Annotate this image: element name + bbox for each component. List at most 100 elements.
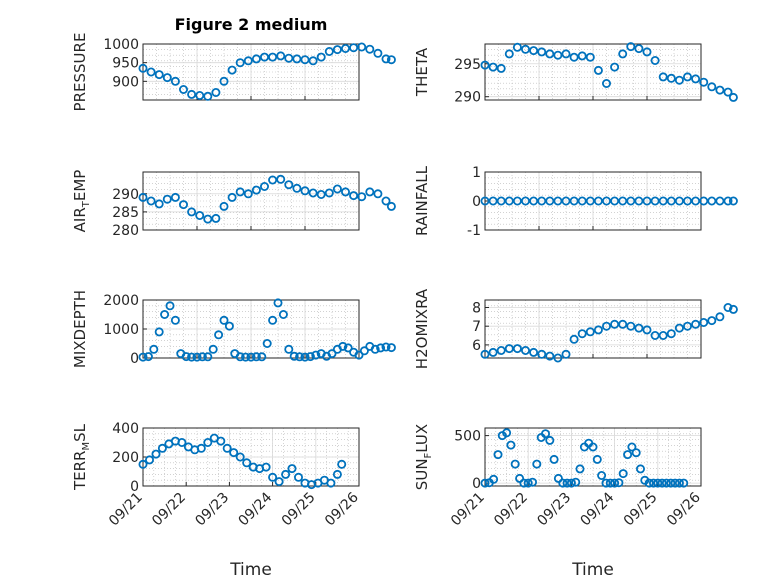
data-point bbox=[338, 341, 348, 351]
data-point bbox=[365, 187, 375, 197]
data-point bbox=[349, 43, 359, 53]
data-point bbox=[144, 455, 154, 465]
data-point bbox=[585, 327, 595, 337]
y-axis-label: H2OMIXRA bbox=[413, 288, 431, 369]
data-point bbox=[602, 79, 612, 89]
data-point bbox=[480, 349, 490, 359]
y-axis-label: SUNFLUX bbox=[413, 424, 434, 490]
data-point bbox=[537, 349, 547, 359]
data-point bbox=[634, 44, 644, 54]
data-point bbox=[259, 181, 269, 191]
data-point bbox=[679, 478, 689, 488]
axes-box bbox=[484, 427, 702, 487]
data-point bbox=[674, 478, 684, 488]
series-markers bbox=[480, 42, 738, 102]
data-point bbox=[219, 201, 229, 211]
data-point bbox=[558, 478, 568, 488]
data-point bbox=[650, 330, 660, 340]
data-point bbox=[138, 459, 148, 469]
y-tick-label: 400 bbox=[112, 421, 139, 437]
data-point bbox=[295, 352, 305, 362]
data-point bbox=[593, 65, 603, 75]
data-point bbox=[214, 330, 224, 340]
x-tick-label: 09/23 bbox=[192, 490, 232, 530]
data-point bbox=[642, 325, 652, 335]
data-point bbox=[170, 76, 180, 86]
series-markers bbox=[138, 42, 396, 101]
data-point bbox=[480, 60, 490, 70]
data-point bbox=[154, 70, 164, 80]
data-point bbox=[561, 49, 571, 59]
data-point bbox=[577, 329, 587, 339]
x-tick-label: 09/21 bbox=[106, 490, 146, 530]
data-point bbox=[666, 478, 676, 488]
subplot-top-right: 290 295 THETA bbox=[413, 42, 738, 106]
x-tick-label: 09/26 bbox=[322, 489, 362, 529]
data-point bbox=[251, 352, 261, 362]
data-point bbox=[618, 49, 628, 59]
data-point bbox=[381, 196, 391, 206]
data-point bbox=[529, 46, 539, 56]
data-point bbox=[274, 477, 284, 487]
y-tick-label: 295 bbox=[454, 57, 481, 73]
data-point bbox=[715, 196, 725, 206]
data-point bbox=[276, 174, 286, 184]
data-point bbox=[138, 192, 148, 202]
data-point bbox=[243, 56, 253, 66]
data-point bbox=[653, 478, 663, 488]
data-point bbox=[268, 472, 278, 482]
data-point bbox=[373, 48, 383, 58]
data-point bbox=[340, 44, 350, 54]
data-point bbox=[610, 62, 620, 72]
data-point bbox=[357, 192, 367, 202]
data-point bbox=[493, 450, 503, 460]
data-point bbox=[707, 82, 717, 92]
data-point bbox=[386, 55, 396, 65]
data-point bbox=[287, 464, 297, 474]
data-point bbox=[289, 351, 299, 361]
data-point bbox=[502, 428, 512, 438]
data-point bbox=[561, 349, 571, 359]
data-point bbox=[480, 196, 490, 206]
data-point bbox=[521, 44, 531, 54]
data-point bbox=[592, 454, 602, 464]
data-point bbox=[691, 319, 701, 329]
data-point bbox=[324, 188, 334, 198]
data-point bbox=[545, 196, 555, 206]
data-point bbox=[203, 352, 213, 362]
data-point bbox=[196, 443, 206, 453]
data-point bbox=[381, 54, 391, 64]
data-point bbox=[162, 194, 172, 204]
data-point bbox=[268, 175, 278, 185]
y-tick-label: 1 bbox=[472, 165, 481, 181]
data-point bbox=[529, 347, 539, 357]
data-point bbox=[658, 330, 668, 340]
data-point bbox=[506, 440, 516, 450]
data-point bbox=[365, 44, 375, 54]
y-tick-label: -1 bbox=[467, 223, 481, 239]
data-point bbox=[532, 459, 542, 469]
x-axis-label-left: Time bbox=[229, 560, 272, 580]
x-tick-label: 09/23 bbox=[534, 490, 574, 530]
subplot-row2-right: -1 0 1 RAINFALL bbox=[413, 165, 738, 239]
major-grid bbox=[484, 300, 702, 358]
data-point bbox=[577, 51, 587, 61]
data-point bbox=[300, 352, 310, 362]
y-tick-label: 6 bbox=[472, 338, 481, 354]
data-point bbox=[292, 183, 302, 193]
data-point bbox=[316, 189, 326, 199]
data-point bbox=[566, 478, 576, 488]
x-tick-label: 09/21 bbox=[448, 490, 488, 530]
data-point bbox=[308, 188, 318, 198]
y-tick-label: 0 bbox=[130, 351, 139, 367]
data-point bbox=[610, 478, 620, 488]
data-point bbox=[165, 301, 175, 311]
y-axis-label: RAINFALL bbox=[413, 165, 431, 236]
data-point bbox=[246, 352, 256, 362]
data-point bbox=[292, 54, 302, 64]
data-point bbox=[170, 192, 180, 202]
data-point bbox=[618, 319, 628, 329]
subplot-top-left: 900 950 1000 PRESSURE bbox=[71, 33, 396, 111]
data-point bbox=[553, 473, 563, 483]
